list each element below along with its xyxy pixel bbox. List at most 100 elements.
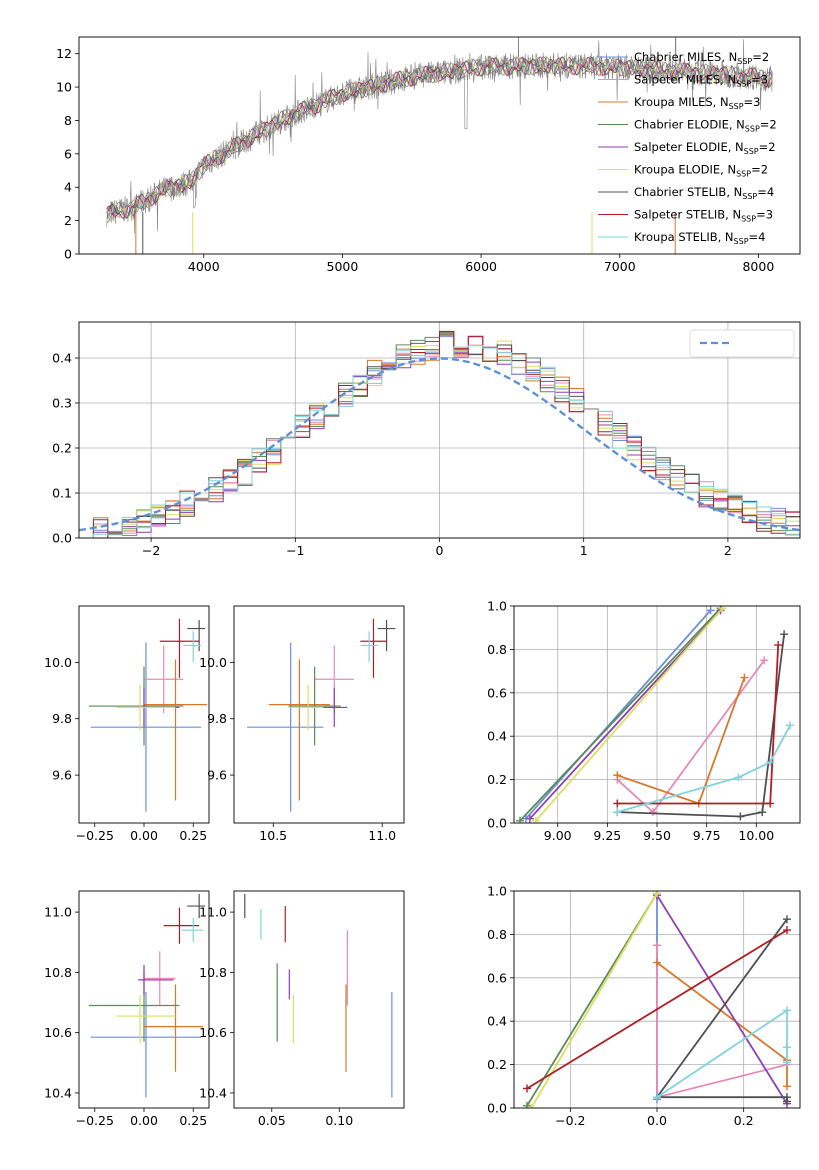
spectrum-ytick-label: 12 (56, 46, 72, 61)
weight_Z-ytick-label: 1.0 (487, 884, 507, 899)
spectrum-xtick-label: 7000 (604, 259, 636, 274)
age_mass-ytick-label: 9.8 (207, 711, 227, 726)
mass_ebv-ytick-label: 10.8 (199, 965, 227, 980)
errorbar-point (144, 659, 208, 801)
weight-marker (786, 721, 795, 730)
errorbar-point (377, 620, 396, 652)
weight_age-ytick-label: 0.8 (487, 642, 507, 657)
weight-line (526, 929, 788, 1090)
weight-line (535, 607, 724, 822)
legend-label: Salpeter MILES, NSSP=3 (634, 73, 768, 89)
errorbar-point (360, 631, 378, 663)
residuals-xtick-label: −1 (286, 543, 304, 558)
weight_age-xtick-label: 9.50 (643, 828, 671, 843)
weight-marker (783, 1082, 791, 1091)
errorbar-point (181, 918, 204, 943)
legend-label: Salpeter STELIB, NSSP=3 (634, 208, 773, 224)
errorbar-point (183, 631, 202, 663)
spectrum-ytick-label: 2 (64, 213, 72, 228)
spectrum-model-line (106, 56, 773, 219)
weight_Z-panel: −0.2 0.0 0.2 0.0 0.2 0.4 0.6 0.8 1.0 (487, 884, 801, 1128)
weight-line (519, 607, 722, 822)
errorbar-point (90, 642, 202, 812)
age_mass-frame (233, 605, 405, 824)
errorbar-point (187, 894, 206, 919)
mass_ebv-ytick-label: 10.4 (199, 1085, 227, 1100)
mass_Z-plot-area (88, 894, 206, 1098)
errorbar-point (247, 642, 324, 812)
residuals-plot-area (79, 330, 800, 538)
spectrum-model-line (106, 56, 773, 218)
residuals-ytick-label: 0.1 (52, 486, 72, 501)
weight_Z-xtick-label: 0.2 (734, 1113, 754, 1128)
mass_Z-ytick-label: 10.4 (44, 1085, 72, 1100)
weight-marker (523, 1101, 531, 1108)
errorbar-point (268, 659, 330, 801)
residuals-xtick-label: −2 (142, 543, 160, 558)
weight-marker (766, 799, 775, 808)
weight-marker (515, 816, 524, 823)
weight-marker (613, 808, 622, 817)
legend-label: Chabrier MILES, NSSP=2 (634, 50, 769, 66)
weight_Z-xtick-label: 0.0 (647, 1113, 667, 1128)
mass_Z-xtick-label: 0.25 (179, 1113, 207, 1128)
weight-marker (653, 941, 661, 950)
age_mass-panel: 10.5 11.0 9.6 9.8 10.0 (199, 605, 405, 843)
spectrum-xtick-label: 4000 (188, 259, 220, 274)
weight-marker (780, 630, 789, 639)
age_mass-xtick-label: 11.0 (368, 828, 396, 843)
errorbar-point (138, 964, 174, 995)
errorbar-point (288, 666, 341, 746)
weight-marker (718, 606, 727, 613)
gaussian-curve (79, 357, 800, 532)
spectrum-legend: Chabrier MILES, NSSP=2 Salpeter MILES, NS… (598, 50, 777, 246)
weight_age-ytick-label: 0.2 (487, 772, 507, 787)
weight-marker (613, 771, 622, 780)
weight-line (529, 609, 722, 820)
weight_Z-ytick-label: 0.0 (487, 1101, 507, 1116)
age_Z-ytick-label: 10.0 (44, 655, 72, 670)
residuals-xtick-label: 1 (580, 543, 588, 558)
weight-line (656, 1008, 788, 1098)
weight-marker (783, 1043, 791, 1052)
mass_Z-xtick-label: 0.00 (130, 1113, 158, 1128)
legend-label: Kroupa MILES, NSSP=3 (634, 95, 760, 111)
residuals-ytick-label: 0.4 (52, 351, 72, 366)
age_Z-xtick-label: −0.25 (76, 828, 114, 843)
weight-line (617, 634, 785, 818)
weight_age-ytick-label: 0.6 (487, 685, 507, 700)
legend-label: Kroupa STELIB, NSSP=4 (634, 230, 765, 246)
mass_ebv-ytick-label: 10.6 (199, 1025, 227, 1040)
weight_Z-ytick-label: 0.2 (487, 1057, 507, 1072)
weight-marker (760, 656, 769, 665)
weight-marker (783, 1093, 791, 1102)
weight-line (530, 892, 658, 1108)
legend-label: Salpeter ELODIE, NSSP=2 (634, 140, 776, 156)
age_Z-ytick-label: 9.8 (52, 711, 72, 726)
age_Z-panel: −0.25 0.00 0.25 9.6 9.8 10.0 (44, 605, 210, 843)
mass_Z-ytick-label: 10.6 (44, 1025, 72, 1040)
residuals-panel: −2 −1 0 1 2 0.0 0.1 0.2 0.3 0.4 (52, 321, 801, 558)
weight-marker (527, 1104, 536, 1108)
weight-marker (783, 915, 791, 924)
weight-marker (613, 799, 622, 808)
weight-marker (783, 1058, 791, 1067)
weight-marker (653, 891, 661, 898)
weight_age-panel: 9.00 9.25 9.50 9.75 10.00 0.0 0.2 0.4 0.6 0.8 1.0 (487, 599, 801, 843)
weight_age-plot-area (515, 606, 795, 823)
legend-label: Chabrier ELODIE, NSSP=2 (634, 118, 777, 134)
weight-marker (783, 1006, 791, 1015)
errorbar-point (360, 618, 387, 678)
weight_age-xtick-label: 9.00 (544, 828, 572, 843)
weight-marker (740, 673, 749, 682)
residuals-xtick-label: 2 (724, 543, 732, 558)
spectrum-panel: 4000 5000 6000 7000 8000 0 2 4 6 8 10 12 Chabrier MI… (56, 36, 801, 274)
weight_Z-ytick-label: 0.8 (487, 927, 507, 942)
weight-line (656, 894, 788, 1105)
errorbar-point (323, 687, 348, 728)
mass_ebv-plot-area (244, 894, 393, 1098)
weight-marker (734, 773, 743, 782)
age_Z-xtick-label: 0.25 (179, 828, 207, 843)
mass_ebv-ytick-label: 11.0 (199, 905, 227, 920)
mass_Z-ytick-label: 11.0 (44, 905, 72, 920)
